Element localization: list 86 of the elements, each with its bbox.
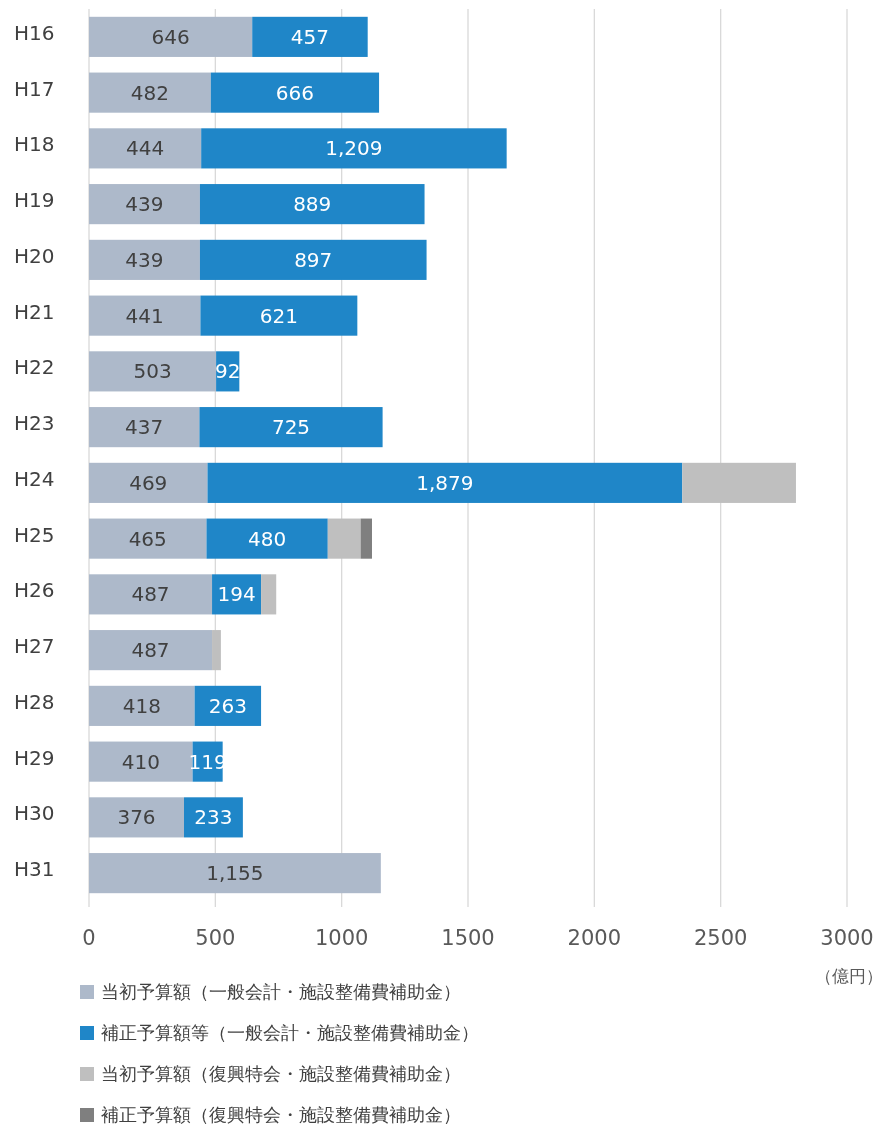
bar: [261, 574, 277, 615]
data-label: 889: [293, 192, 332, 217]
data-label: 666: [275, 80, 315, 105]
data-label: 263: [208, 693, 247, 718]
data-label: 418: [122, 693, 161, 718]
y-tick-label: H19: [14, 188, 55, 213]
data-label: 487: [131, 582, 170, 607]
y-tick-label: H18: [14, 132, 55, 157]
bar: [89, 797, 184, 838]
x-tick-label: 500: [195, 926, 236, 950]
bar: [212, 630, 221, 671]
data-label: 725: [271, 415, 311, 440]
data-label: 233: [194, 805, 233, 830]
data-label: 621: [259, 303, 298, 328]
data-label: 444: [126, 136, 165, 161]
data-label: 465: [128, 526, 167, 551]
data-label: 1,155: [206, 861, 264, 886]
bar: [199, 184, 425, 225]
y-tick-label: H23: [14, 411, 55, 436]
bar: [206, 518, 328, 559]
bar: [89, 630, 213, 671]
y-tick-label: H31: [14, 857, 55, 882]
bar: [89, 16, 253, 57]
x-tick-label: 2500: [693, 926, 748, 950]
x-tick-label: 1000: [314, 926, 369, 950]
data-label: 92: [214, 359, 241, 384]
data-label: 437: [125, 415, 164, 440]
data-label: 457: [290, 24, 330, 49]
data-label: 439: [125, 247, 164, 272]
legend-label: 当初予算額（復興特会・施設整備費補助金）: [101, 1063, 461, 1085]
data-label: 480: [248, 526, 287, 551]
data-label: 410: [121, 749, 160, 774]
y-tick-label: H16: [14, 20, 55, 45]
bar: [89, 72, 211, 113]
legend-label: 補正予算額等（一般会計・施設整備費補助金）: [101, 1022, 479, 1044]
y-tick-label: H27: [14, 634, 55, 659]
legend-label: 補正予算額（復興特会・施設整備費補助金）: [101, 1104, 461, 1126]
data-label: 503: [133, 359, 172, 384]
y-tick-label: H22: [14, 355, 55, 380]
bar: [199, 239, 427, 280]
y-tick-label: H25: [14, 522, 55, 547]
bar: [89, 853, 381, 894]
x-tick-label: 0: [82, 926, 96, 950]
data-label: 487: [131, 638, 170, 663]
data-label: 646: [151, 24, 190, 49]
data-label: 469: [129, 470, 168, 495]
y-tick-label: H20: [14, 243, 55, 268]
bar: [89, 128, 202, 169]
data-label: 441: [125, 303, 164, 328]
x-tick-label: 1500: [441, 926, 495, 950]
bar: [89, 184, 200, 225]
y-tick-label: H29: [14, 745, 55, 770]
bar: [89, 407, 200, 448]
bar: [252, 16, 368, 57]
y-tick-label: H21: [14, 299, 55, 324]
data-label: 1,209: [325, 136, 383, 161]
bar: [210, 72, 380, 113]
data-label: 1,879: [416, 470, 474, 495]
bar: [89, 295, 201, 336]
x-axis-title: （億円）: [815, 966, 883, 986]
data-label: 376: [117, 805, 156, 830]
bar: [89, 574, 213, 615]
y-tick-label: H30: [14, 801, 55, 826]
bar: [89, 685, 195, 726]
y-tick-label: H24: [14, 466, 55, 491]
y-tick-label: H26: [14, 578, 55, 603]
bar: [89, 239, 200, 280]
x-tick-label: 3000: [820, 926, 874, 950]
bar: [207, 462, 683, 503]
y-tick-label: H28: [14, 689, 55, 714]
data-label: 482: [130, 80, 169, 105]
bar: [89, 351, 217, 392]
legend-label: 当初予算額（一般会計・施設整備費補助金）: [101, 981, 461, 1003]
bar: [360, 518, 372, 559]
bar: [199, 407, 383, 448]
bar: [89, 462, 208, 503]
bar: [200, 295, 358, 336]
bar: [327, 518, 361, 559]
data-label: 897: [294, 247, 333, 272]
y-tick-label: H17: [14, 76, 55, 101]
bar: [682, 462, 796, 503]
x-tick-label: 2000: [567, 926, 622, 950]
bar: [89, 518, 207, 559]
bar: [201, 128, 507, 169]
data-label: 194: [217, 582, 256, 607]
data-label: 439: [125, 192, 164, 217]
